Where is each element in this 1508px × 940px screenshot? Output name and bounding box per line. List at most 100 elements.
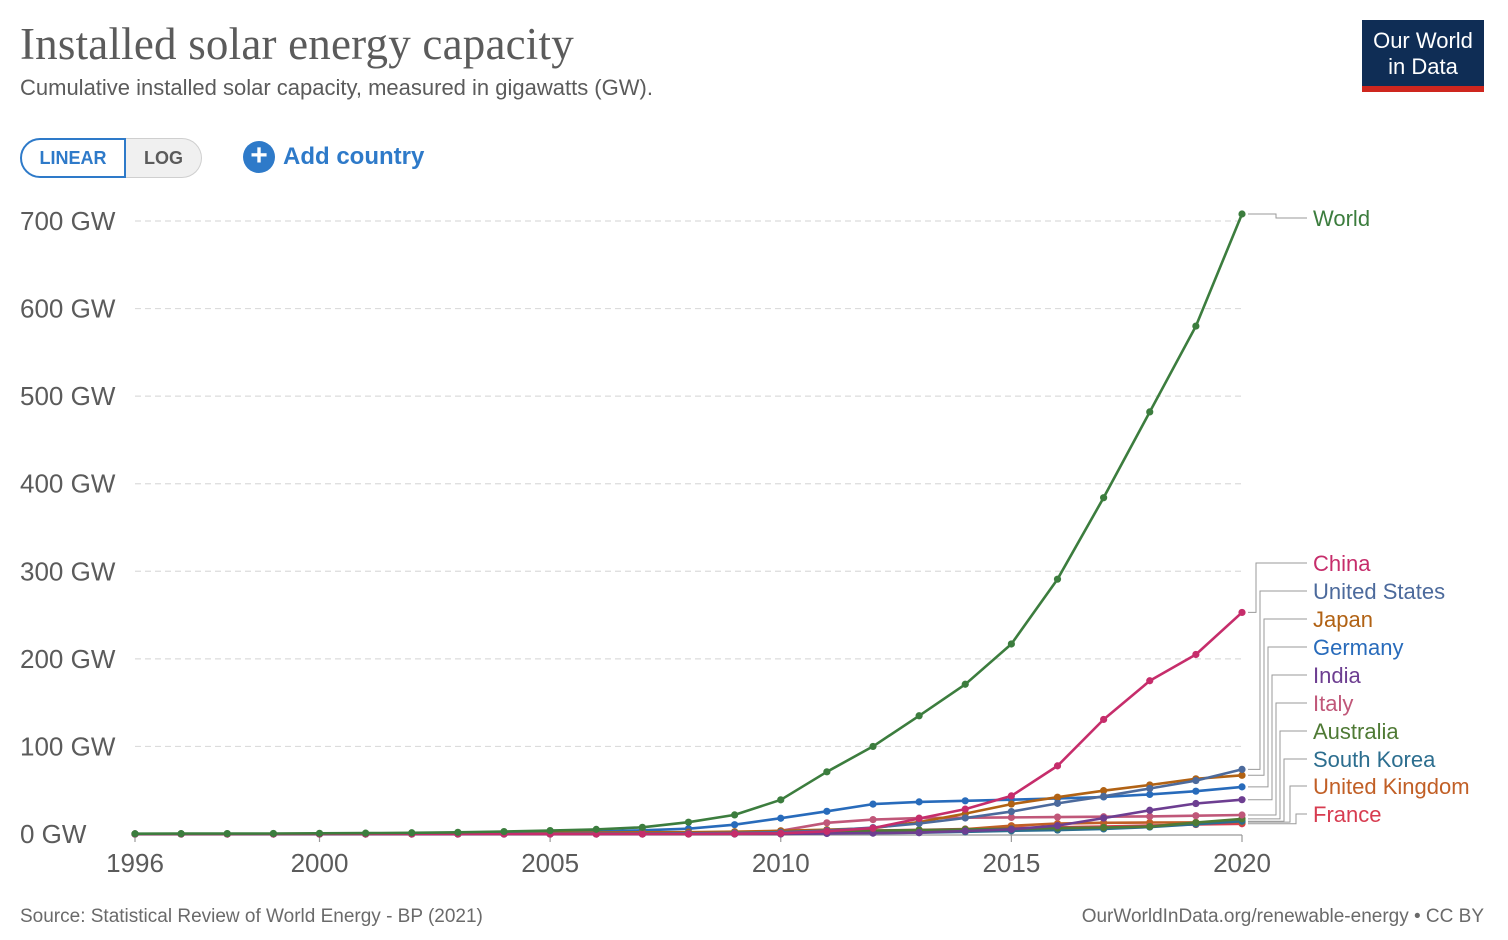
data-point [315,829,324,837]
data-point [1053,813,1062,821]
data-point [1100,814,1108,822]
add-country-button[interactable]: + Add country [243,140,424,174]
data-point [915,798,923,806]
data-point [731,811,739,819]
data-point [131,830,139,838]
linear-scale-button[interactable]: LINEAR [20,138,126,178]
data-point [915,712,923,720]
scale-toggle: LINEAR LOG [20,138,202,178]
label-leader-line [1248,813,1307,825]
data-point [1100,715,1108,724]
data-point [1146,812,1154,820]
data-point [1192,322,1200,330]
data-point [1238,608,1246,617]
data-point [961,805,969,813]
add-country-label: Add country [283,143,425,170]
data-point [362,829,370,837]
data-point [823,807,831,815]
data-point [1053,575,1062,583]
data-point [1007,800,1015,808]
data-point [961,814,969,822]
x-tick-label: 2005 [521,848,579,878]
data-point [592,825,600,833]
series-label: France [1313,802,1381,827]
data-point [1146,677,1154,685]
label-leader-line [1248,213,1307,219]
data-point [915,819,923,828]
source-note: Source: Statistical Review of World Ener… [20,906,483,927]
data-point [1146,790,1154,799]
y-tick-label: 500 GW [20,381,116,411]
data-point [1146,822,1154,831]
data-point [1238,765,1246,773]
data-point [1238,771,1246,779]
data-point [1238,796,1246,804]
chart-subtitle: Cumulative installed solar capacity, mea… [20,75,653,100]
series-label: Italy [1313,691,1353,716]
data-point [1238,210,1246,218]
data-point [777,829,785,837]
series-label: World [1313,206,1370,231]
label-leader-line [1248,702,1307,816]
data-point [961,797,969,805]
y-tick-label: 0 GW [20,819,87,849]
x-tick-label: 2010 [752,848,810,878]
data-point [961,680,969,688]
data-point [1192,819,1200,827]
data-point [1007,813,1015,822]
data-point [777,796,785,804]
data-point [823,819,831,827]
data-point [915,828,923,837]
data-point [269,829,277,838]
x-tick-label: 1996 [106,848,164,878]
series-label: United Kingdom [1313,774,1470,799]
data-point [961,827,969,835]
label-leader-line [1248,646,1307,788]
data-point [1100,823,1108,832]
owid-logo[interactable]: Our World in Data [1362,20,1484,92]
data-point [177,830,185,838]
data-point [1146,806,1154,814]
data-point [1238,783,1246,791]
data-point [731,830,739,838]
data-point [1146,408,1154,416]
label-leader-line [1248,730,1307,820]
data-point [869,800,877,808]
label-leader-line [1248,674,1307,801]
y-tick-label: 400 GW [20,469,116,499]
data-point [408,829,416,837]
data-point [1238,811,1246,819]
data-point [1053,762,1062,770]
data-point [731,821,739,829]
y-tick-label: 600 GW [20,294,116,324]
data-point [546,826,554,835]
data-point [684,830,693,838]
data-point [1100,792,1108,800]
data-point [1007,825,1015,833]
label-leader-line [1248,590,1307,770]
data-point [638,830,646,838]
data-point [869,824,877,832]
label-leader-line [1248,758,1307,822]
logo-line2: in Data [1388,54,1458,79]
logo-line1: Our World [1373,28,1473,53]
y-tick-label: 300 GW [20,556,116,586]
data-point [1007,792,1015,800]
x-tick-label: 2015 [982,848,1040,878]
data-point [500,827,508,836]
license-link[interactable]: OurWorldInData.org/renewable-energy • CC… [1081,906,1484,927]
data-point [1007,640,1015,648]
chart-title: Installed solar energy capacity [20,19,574,69]
data-point [223,829,231,838]
log-scale-button[interactable]: LOG [126,138,202,178]
series-line-world [134,213,1244,836]
y-tick-label: 700 GW [20,206,116,236]
data-point [869,816,877,824]
plus-icon: + [243,141,275,173]
data-point [1146,784,1154,793]
label-leader-line [1248,785,1307,823]
label-leader-line [1248,618,1307,776]
data-point [823,768,831,776]
data-point [638,823,646,831]
